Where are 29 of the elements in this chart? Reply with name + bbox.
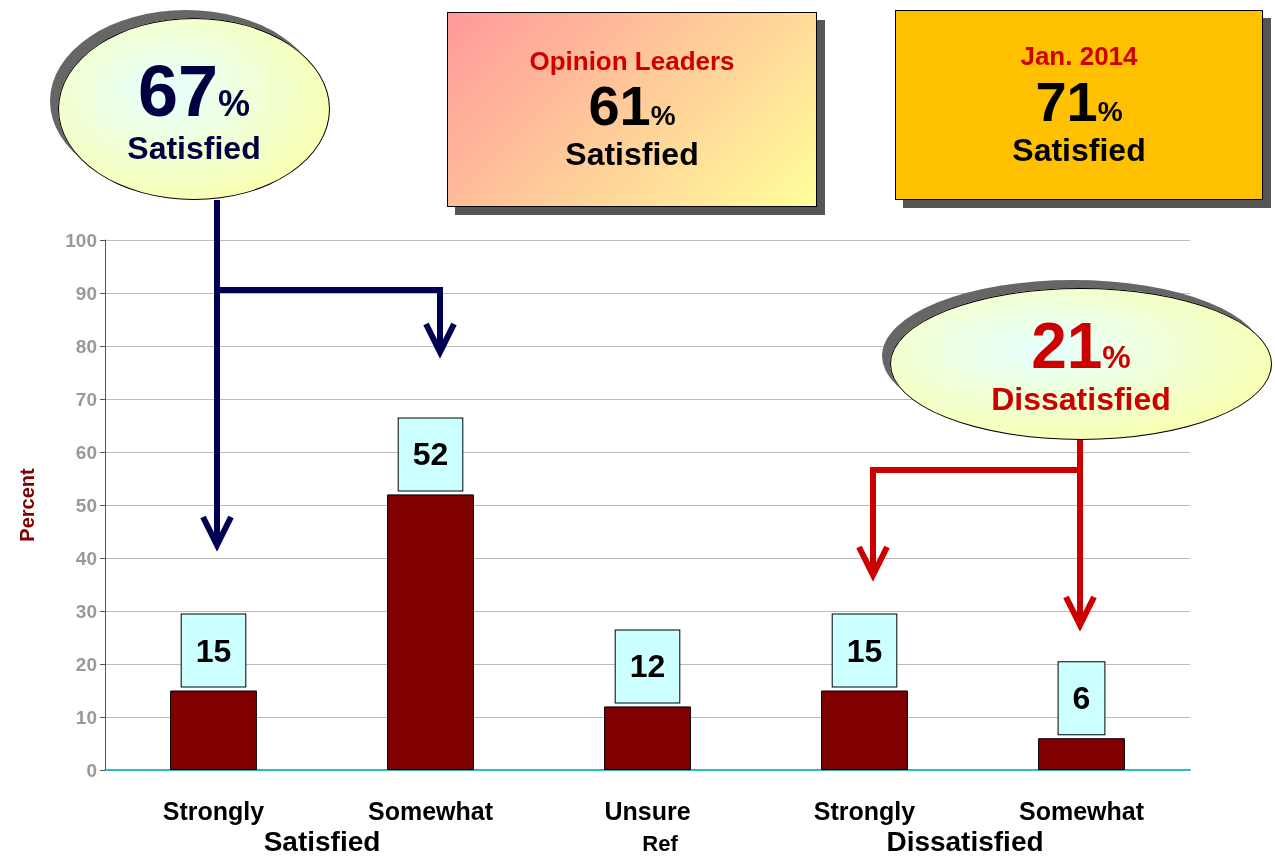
x-tick-label: Unsure — [604, 796, 691, 825]
x-tick-label: Somewhat — [1018, 796, 1145, 825]
y-axis-title: Percent — [16, 467, 38, 542]
y-tick-label: 80 — [75, 335, 97, 357]
text: 67% Satisfied — [127, 50, 261, 167]
x-tick-label: Somewhat — [367, 796, 494, 825]
y-tick-label: 90 — [75, 282, 97, 304]
data-label: 52 — [412, 436, 449, 473]
data-label: 12 — [629, 648, 666, 685]
data-label: 15 — [195, 632, 232, 669]
y-tick-label: 20 — [75, 653, 97, 675]
x-tick-label: Strongly — [162, 796, 265, 825]
text: Jan. 2014 71% Satisfied — [1012, 41, 1146, 168]
y-tick-label: 100 — [65, 229, 97, 251]
text: Dissatisfied — [886, 825, 1044, 858]
y-tick-label: 60 — [75, 441, 97, 463]
y-tick-label: 40 — [75, 547, 97, 569]
annotation: 21% Dissatisfied — [991, 310, 1171, 417]
y-tick-label: 10 — [75, 706, 97, 728]
text: Satisfied — [263, 825, 381, 858]
y-tick-label: 50 — [75, 494, 97, 516]
text: Ref — [642, 830, 678, 857]
x-tick-label: Strongly — [813, 796, 916, 825]
y-tick-label: 30 — [75, 600, 97, 622]
y-tick-label: 70 — [75, 388, 97, 410]
data-label: 15 — [846, 632, 883, 669]
text: Opinion Leaders 61% Satisfied — [529, 45, 735, 173]
y-tick-label: 0 — [86, 759, 97, 781]
data-label: 6 — [1072, 680, 1091, 717]
